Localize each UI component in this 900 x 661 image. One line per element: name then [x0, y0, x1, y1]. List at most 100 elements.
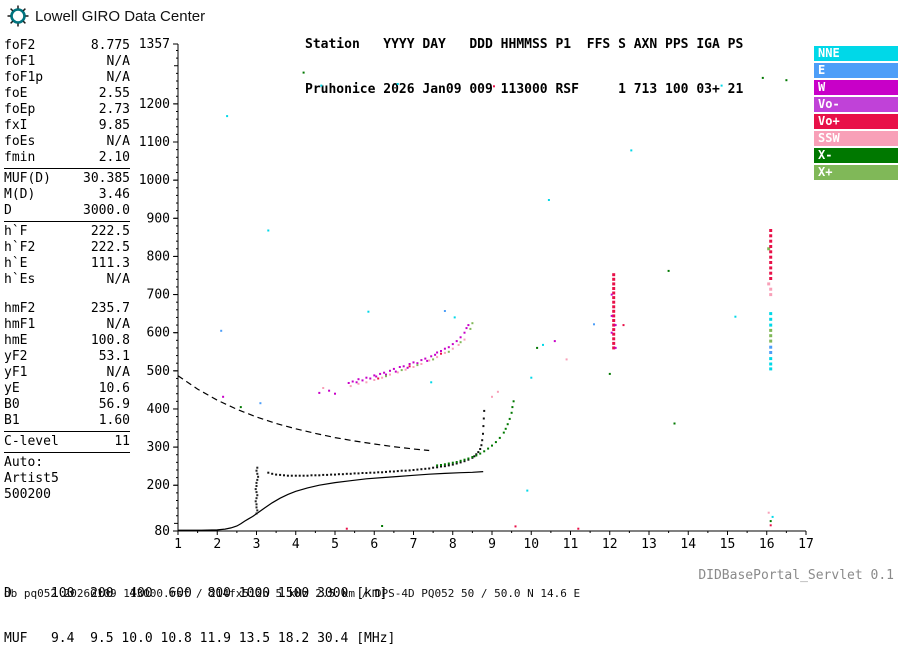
- param-row-clevel: C-level 11: [4, 434, 130, 450]
- svg-text:1000: 1000: [139, 173, 170, 188]
- legend-item-ssw: SSW: [814, 131, 898, 146]
- autoscaling-info-line: Artist5: [4, 471, 59, 486]
- param-row-b0: B0 56.9: [4, 397, 130, 413]
- param-value: 8.775: [90, 38, 130, 53]
- param-name: M(D): [4, 187, 36, 202]
- param-value: 111.3: [90, 256, 130, 271]
- svg-text:7: 7: [410, 537, 418, 552]
- svg-text:15: 15: [720, 537, 736, 552]
- station-header-line2: Pruhonice 2026 Jan09 009 113000 RSF 1 71…: [305, 82, 744, 97]
- svg-text:2: 2: [213, 537, 221, 552]
- param-row-hf2: h`F2 222.5: [4, 240, 130, 256]
- autoscaling-info-line: Auto:: [4, 455, 44, 470]
- svg-text:1357: 1357: [139, 37, 170, 52]
- param-name: foEs: [4, 134, 36, 149]
- svg-text:1100: 1100: [139, 135, 170, 150]
- param-name: hmE: [4, 333, 28, 348]
- param-row-b1: B1 1.60: [4, 413, 130, 429]
- svg-text:1200: 1200: [139, 97, 170, 112]
- muf-table: D 100 200 400 600 800 1000 1500 3000 [km…: [4, 556, 395, 661]
- param-name: yE: [4, 381, 20, 396]
- svg-text:14: 14: [680, 537, 696, 552]
- param-name: fxI: [4, 118, 28, 133]
- param-name: foF1: [4, 54, 36, 69]
- param-name: h`F2: [4, 240, 36, 255]
- divider: [4, 168, 130, 169]
- param-value: 53.1: [98, 349, 130, 364]
- param-row-fof2: foF2 8.775: [4, 38, 130, 54]
- param-value: 2.10: [98, 150, 130, 165]
- param-name: hmF1: [4, 317, 36, 332]
- param-row-hmf1: hmF1 N/A: [4, 317, 130, 333]
- param-name: yF1: [4, 365, 28, 380]
- lowell-logo: [7, 5, 29, 27]
- svg-text:200: 200: [147, 478, 170, 493]
- svg-text:300: 300: [147, 440, 170, 455]
- d-row: D 100 200 400 600 800 1000 1500 3000 [km…: [4, 586, 388, 601]
- param-name: hmF2: [4, 301, 36, 316]
- param-row-fof1: foF1 N/A: [4, 54, 130, 70]
- param-name: D: [4, 203, 12, 218]
- param-row-foep: foEp 2.73: [4, 102, 130, 118]
- param-name: MUF(D): [4, 171, 51, 186]
- legend-item-nne: NNE: [814, 46, 898, 61]
- param-row-fxi: fxI 9.85: [4, 118, 130, 134]
- servlet-watermark: DIDBasePortal_Servlet 0.1: [698, 568, 894, 583]
- param-row-fmin: fmin 2.10: [4, 150, 130, 166]
- param-row-hf: h`F 222.5: [4, 224, 130, 240]
- autoscaling-info-line: 500200: [4, 487, 51, 502]
- svg-text:6: 6: [370, 537, 378, 552]
- svg-text:400: 400: [147, 402, 170, 417]
- brand-title: Lowell GIRO Data Center: [35, 7, 206, 25]
- param-row-fof1p: foF1p N/A: [4, 70, 130, 86]
- param-name: foF1p: [4, 70, 44, 85]
- parameter-panel: foF2 8.775 foF1 N/A foF1p N/A foE 2.55 foEp 2.73 f…: [4, 38, 130, 503]
- param-value: 100.8: [90, 333, 130, 348]
- legend-item-x: X-: [814, 148, 898, 163]
- footer-info: db pq052 20260109 113000.rsf / 214fx512h…: [4, 587, 581, 600]
- divider: [4, 431, 130, 432]
- divider: [4, 452, 130, 453]
- svg-text:80: 80: [154, 524, 170, 539]
- svg-text:500: 500: [147, 364, 170, 379]
- param-name: B1: [4, 413, 20, 428]
- svg-text:11: 11: [563, 537, 579, 552]
- svg-text:10: 10: [523, 537, 539, 552]
- param-value: 30.385: [83, 171, 130, 186]
- param-row-hes: h`Es N/A: [4, 272, 130, 288]
- param-value: 2.73: [98, 102, 130, 117]
- station-header: Station YYYY DAY DDD HHMMSS P1 FFS S AXN…: [305, 7, 743, 112]
- param-value: N/A: [106, 365, 130, 380]
- legend-item-x: X+: [814, 165, 898, 180]
- param-name: h`F: [4, 224, 28, 239]
- ionogram-plot: 1 2 3 4 5 6 7 8 9 10 11 12 13 14 15 16 17135712001100100…: [139, 37, 814, 552]
- param-name: h`Es: [4, 272, 36, 287]
- param-value: 3000.0: [83, 203, 130, 218]
- param-value: N/A: [106, 70, 130, 85]
- param-value: 2.55: [98, 86, 130, 101]
- param-value: 9.85: [98, 118, 130, 133]
- brand: Lowell GIRO Data Center: [7, 5, 205, 27]
- param-name: foEp: [4, 102, 36, 117]
- param-value: 3.46: [98, 187, 130, 202]
- param-value: N/A: [106, 272, 130, 287]
- param-row-d: D 3000.0: [4, 203, 130, 219]
- legend-item-w: W: [814, 80, 898, 95]
- echo-direction-legend: NNE E W Vo- Vo+ SSW X- X+: [814, 46, 898, 182]
- param-name: foF2: [4, 38, 36, 53]
- param-name: h`E: [4, 256, 28, 271]
- param-row-ye: yE 10.6: [4, 381, 130, 397]
- param-row-he: h`E 111.3: [4, 256, 130, 272]
- param-row-yf1: yF1 N/A: [4, 365, 130, 381]
- param-value: N/A: [106, 54, 130, 69]
- svg-text:1: 1: [174, 537, 182, 552]
- muf-row: MUF 9.4 9.5 10.0 10.8 11.9 13.5 18.2 30.…: [4, 631, 396, 646]
- param-name: foE: [4, 86, 28, 101]
- param-row-md: M(D) 3.46: [4, 187, 130, 203]
- svg-text:900: 900: [147, 211, 170, 226]
- param-row-hmf2: hmF2 235.7: [4, 301, 130, 317]
- param-value: 235.7: [90, 301, 130, 316]
- legend-item-vo: Vo-: [814, 97, 898, 112]
- svg-text:16: 16: [759, 537, 775, 552]
- param-name: yF2: [4, 349, 28, 364]
